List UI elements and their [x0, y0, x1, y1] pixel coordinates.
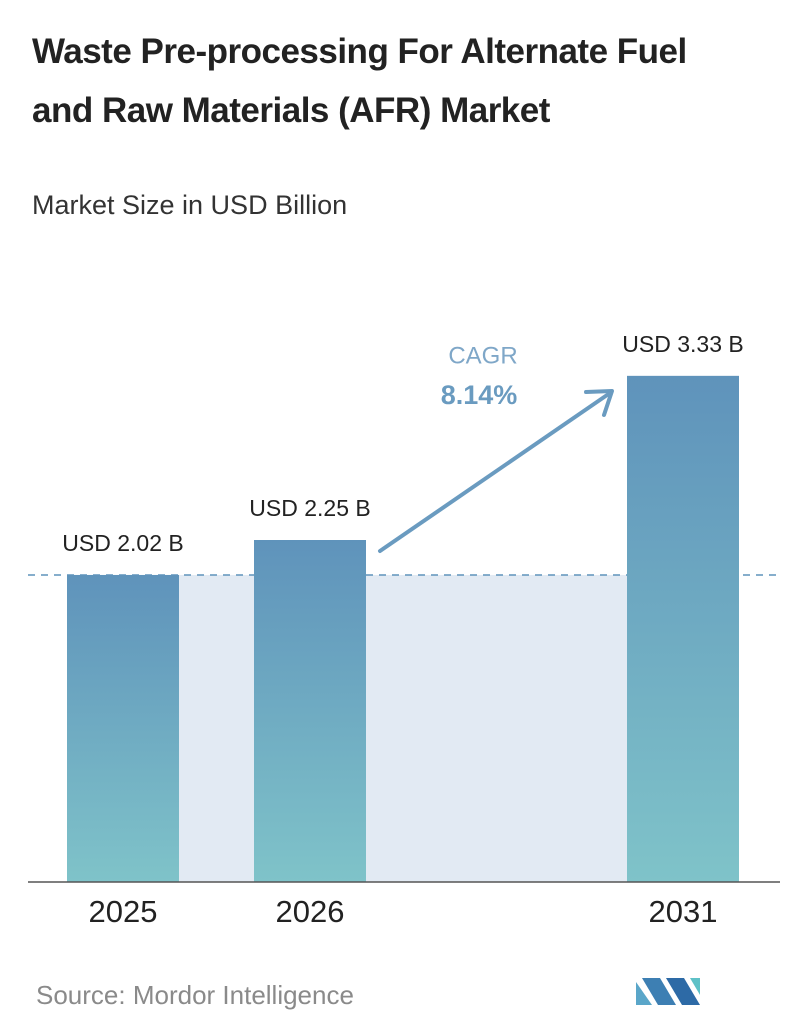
chart-title: Waste Pre-processing For Alternate Fuel …	[32, 32, 687, 130]
reference-area	[179, 574, 627, 882]
x-tick-label: 2026	[276, 894, 345, 929]
source: Source: Mordor Intelligence	[36, 980, 354, 1010]
cagr-arrow-head	[584, 389, 614, 417]
value-label: USD 3.33 B	[622, 331, 743, 357]
bar	[67, 574, 179, 882]
chart-subtitle: Market Size in USD Billion	[32, 190, 348, 220]
cagr-label: CAGR	[448, 342, 517, 369]
logo	[636, 978, 700, 1005]
x-tick-label: 2025	[89, 894, 158, 929]
cagr-arrow	[378, 391, 612, 553]
bar	[254, 540, 366, 882]
cagr-value: 8.14%	[441, 380, 518, 410]
value-label: USD 2.25 B	[249, 495, 370, 521]
bar	[627, 375, 739, 882]
value-label: USD 2.02 B	[62, 530, 183, 556]
x-tick-label: 2031	[649, 894, 718, 929]
